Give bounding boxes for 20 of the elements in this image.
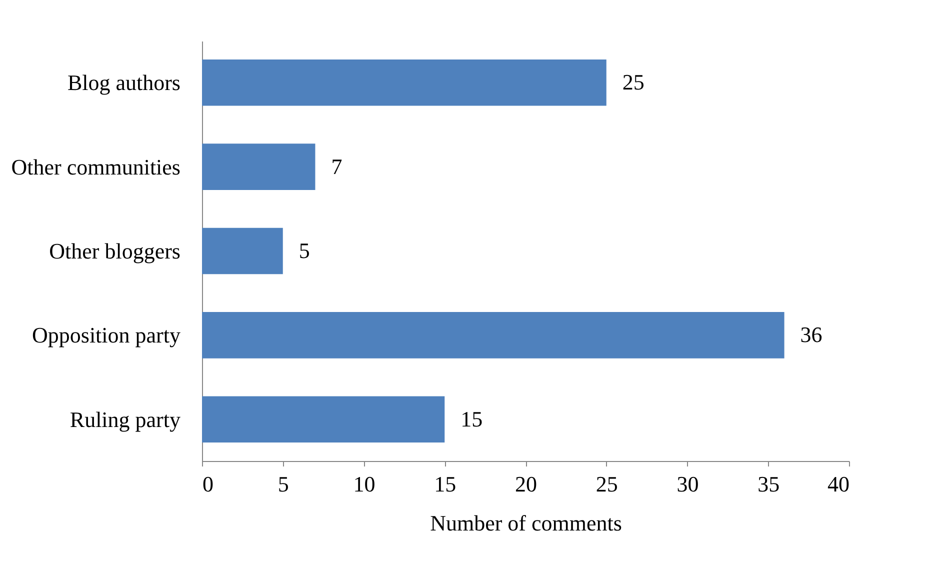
- x-tick-label: 35: [758, 472, 780, 496]
- data-label: 7: [331, 154, 342, 179]
- x-tick-label: 30: [676, 472, 699, 496]
- data-label: 25: [622, 70, 644, 95]
- x-tick-label: 10: [353, 472, 376, 496]
- x-axis-title: Number of comments: [430, 510, 622, 536]
- y-tick-label: Blog authors: [67, 70, 180, 96]
- data-label: 15: [460, 406, 483, 432]
- x-tick-label: 0: [202, 472, 214, 496]
- x-tick-label: 40: [828, 472, 850, 496]
- x-tick-label: 5: [278, 472, 289, 496]
- y-tick-label: Other bloggers: [49, 238, 180, 264]
- x-tick-label: 20: [515, 472, 537, 496]
- y-tick-label: Ruling party: [70, 406, 180, 432]
- data-label: 36: [800, 322, 822, 348]
- x-tick-label: 15: [434, 472, 456, 496]
- y-tick-label: Opposition party: [32, 322, 180, 348]
- x-tick-label: 25: [596, 472, 618, 496]
- y-tick-label: Other communities: [11, 154, 180, 180]
- data-label: 5: [298, 238, 310, 263]
